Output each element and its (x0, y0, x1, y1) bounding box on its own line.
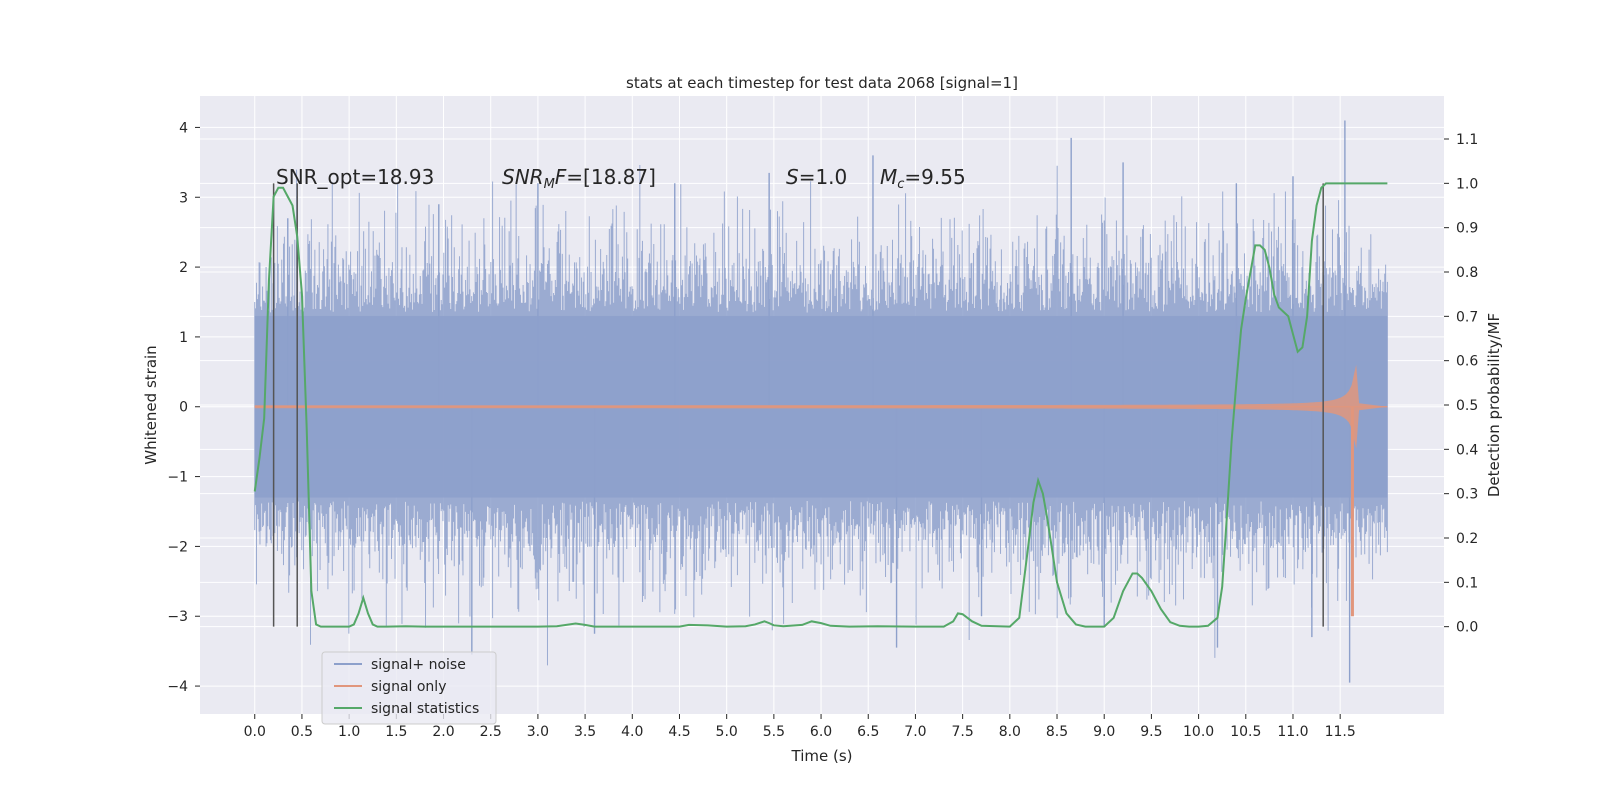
x-tick-label: 6.5 (857, 724, 879, 740)
annotation-snr-mf: SNRMF=[18.87] (502, 165, 656, 192)
x-tick-label: 5.0 (716, 724, 738, 740)
annotation-s: S=1.0 (786, 165, 847, 189)
signal-statistics-line (253, 182, 1388, 628)
signal-statistics-series (253, 182, 1388, 628)
y-right-tick-label: 0.5 (1456, 398, 1478, 414)
vertical-markers (272, 183, 1324, 627)
x-tick-label: 8.5 (1046, 724, 1068, 740)
y-right-tick-label: 0.2 (1456, 531, 1478, 547)
y-right-axis-label: Detection probability/MF (1485, 313, 1503, 497)
y-left-tick-label: 4 (179, 120, 188, 136)
x-tick-label: 3.5 (574, 724, 596, 740)
legend-box (321, 651, 497, 725)
x-tick-label: 7.0 (904, 724, 926, 740)
legend: signal+ noise signal only signal statist… (321, 651, 497, 725)
x-tick-label: 9.0 (1093, 724, 1115, 740)
x-tick-label: 4.0 (621, 724, 643, 740)
x-tick-label: 10.0 (1183, 724, 1214, 740)
x-tick-label: 8.0 (999, 724, 1021, 740)
y-left-tick-label: −4 (167, 679, 188, 695)
x-tick-label: 0.0 (244, 724, 266, 740)
x-tick-label: 11.5 (1325, 724, 1356, 740)
y-right-tick-label: 0.6 (1456, 354, 1478, 370)
y-right-tick-label: 1.0 (1456, 176, 1478, 192)
legend-label-signal: signal only (371, 679, 446, 695)
x-axis-ticks: 0.0 0.5 1.0 1.5 2.0 2.5 3.0 3.5 4.0 4.5 5.0 5.5 6.0 6… (244, 714, 1356, 740)
y-left-tick-label: 1 (179, 330, 188, 346)
chart-title: stats at each timestep for test data 206… (626, 74, 1018, 92)
y-right-tick-label: 1.1 (1456, 132, 1478, 148)
y-left-tick-label: −2 (167, 539, 188, 555)
y-right-tick-label: 0.0 (1456, 620, 1478, 636)
x-tick-label: 7.5 (952, 724, 974, 740)
y-right-axis-ticks: 1.1 1.0 0.9 0.8 0.7 0.6 0.5 0.4 0.3 0.2 0.1 0.0 (1444, 132, 1478, 636)
y-right-tick-label: 0.7 (1456, 309, 1478, 325)
x-tick-label: 2.0 (432, 724, 454, 740)
x-tick-label: 3.0 (527, 724, 549, 740)
annotation-mc: Mc=9.55 (880, 165, 966, 192)
x-tick-label: 0.5 (291, 724, 313, 740)
x-tick-label: 1.0 (338, 724, 360, 740)
x-tick-label: 2.5 (480, 724, 502, 740)
x-tick-label: 11.0 (1277, 724, 1308, 740)
y-right-tick-label: 0.3 (1456, 487, 1478, 503)
y-right-tick-label: 0.4 (1456, 442, 1478, 458)
x-tick-label: 5.5 (763, 724, 785, 740)
signal-only-series (254, 364, 1388, 617)
y-left-tick-label: −1 (167, 470, 188, 486)
legend-label-stat: signal statistics (371, 701, 479, 717)
y-left-tick-label: −3 (167, 609, 188, 625)
x-tick-label: 6.0 (810, 724, 832, 740)
y-left-axis-ticks: 4 3 2 1 0 −1 −2 −3 −4 (167, 120, 200, 695)
x-tick-label: 1.5 (385, 724, 407, 740)
x-tick-label: 4.5 (668, 724, 690, 740)
x-tick-label: 10.5 (1230, 724, 1261, 740)
y-left-tick-label: 2 (179, 260, 188, 276)
y-right-tick-label: 0.1 (1456, 575, 1478, 591)
legend-label-noise: signal+ noise (371, 657, 466, 673)
y-left-tick-label: 3 (179, 190, 188, 206)
y-left-axis-label: Whitened strain (142, 345, 160, 464)
y-left-tick-label: 0 (179, 400, 188, 416)
annotation-snr-opt: SNR_opt=18.93 (276, 165, 434, 189)
x-axis-label: Time (s) (791, 747, 853, 765)
y-right-tick-label: 0.8 (1456, 265, 1478, 281)
x-tick-label: 9.5 (1140, 724, 1162, 740)
y-right-tick-label: 0.9 (1456, 221, 1478, 237)
